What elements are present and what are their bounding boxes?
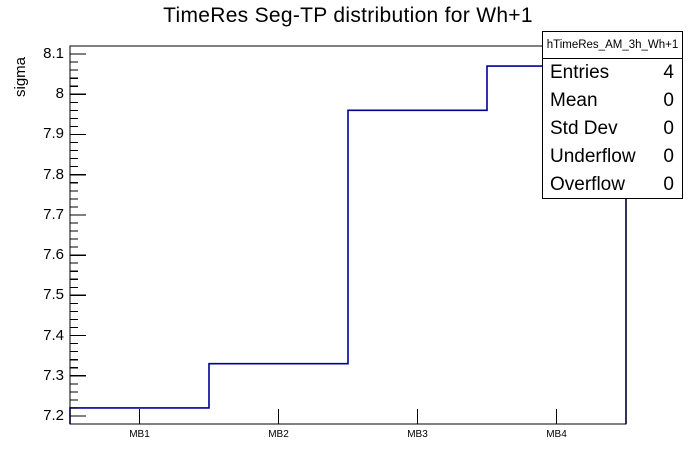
stats-box-rows: Entries 4 Mean 0 Std Dev 0 Underflow 0 O… (543, 59, 682, 199)
y-tick-label: 8.1 (43, 45, 64, 63)
stats-value: 0 (663, 146, 674, 167)
y-axis-ticks (70, 53, 86, 417)
y-tick-label: 7.3 (43, 366, 64, 384)
stats-label: Mean (550, 90, 598, 111)
plot-frame (69, 45, 627, 425)
stats-row-stddev: Std Dev 0 (550, 119, 674, 139)
stats-row-underflow: Underflow 0 (550, 147, 674, 167)
x-tick-label: MB3 (407, 429, 428, 440)
stats-value: 4 (663, 62, 674, 83)
chart-title: TimeRes Seg-TP distribution for Wh+1 (163, 4, 533, 27)
stats-label: Std Dev (550, 118, 618, 139)
stats-row-mean: Mean 0 (550, 91, 674, 111)
stats-row-entries: Entries 4 (550, 63, 674, 83)
stats-value: 0 (663, 90, 674, 111)
stats-value: 0 (663, 118, 674, 139)
y-tick-label: 8 (55, 85, 64, 103)
y-tick-label: 7.2 (43, 406, 64, 424)
y-tick-label: 7.4 (43, 326, 64, 344)
stats-row-overflow: Overflow 0 (550, 175, 674, 195)
stats-value: 0 (663, 174, 674, 195)
y-tick-label: 7.6 (43, 246, 64, 264)
stats-box[interactable]: hTimeRes_AM_3h_Wh+1 Entries 4 Mean 0 Std… (542, 31, 683, 199)
x-tick-label: MB4 (546, 429, 567, 440)
y-tick-label: 7.5 (43, 286, 64, 304)
y-tick-label: 7.9 (43, 125, 64, 143)
y-tick-label: 7.8 (43, 165, 64, 183)
x-axis-ticks (138, 409, 558, 424)
x-tick-label: MB2 (268, 429, 289, 440)
stats-box-title: hTimeRes_AM_3h_Wh+1 (543, 32, 682, 59)
x-tick-label: MB1 (129, 429, 150, 440)
y-tick-label: 7.7 (43, 205, 64, 223)
stats-label: Underflow (550, 146, 636, 167)
stats-label: Overflow (550, 174, 625, 195)
stats-label: Entries (550, 62, 610, 83)
